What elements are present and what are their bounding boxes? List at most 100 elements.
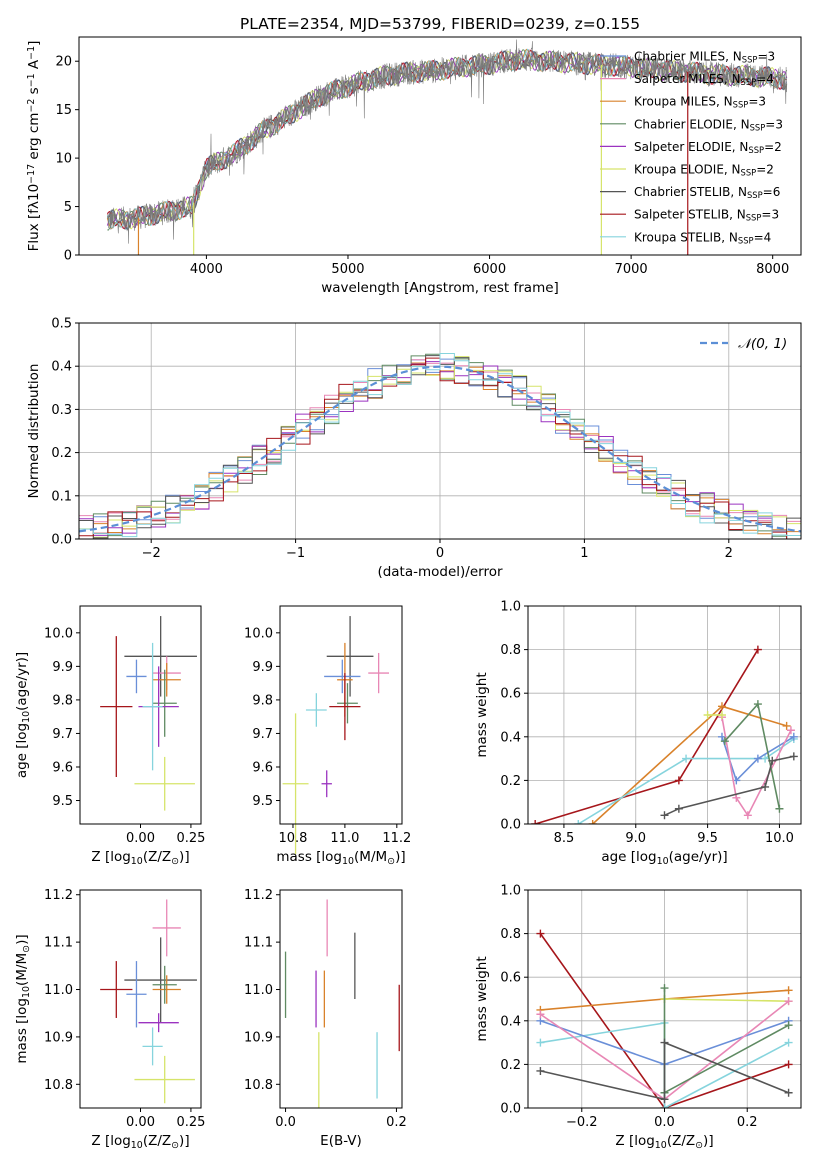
mass-weight-marker [789,732,798,741]
x-tick-label: 11.0 [330,831,359,846]
x-axis-label-part: )] [703,1133,714,1149]
mass-weight-marker [784,997,793,1006]
legend-entry-part: =4 [756,72,774,86]
x-axis-label-part: 10 [342,856,354,867]
legend-entry-part: Salpeter ELODIE, N [634,140,748,154]
residual-histogram [79,353,801,539]
y-axis-label-part: −17 [26,164,37,184]
legend-entry-part: Chabrier MILES, N [634,50,742,64]
y-axis-label-part: (age/yr)] [14,652,30,711]
mass-weight-marker [660,1038,669,1047]
y-tick-label: 11.2 [44,888,73,903]
mass-weight-marker [784,986,793,995]
legend-entry-part: Salpeter MILES, N [634,72,741,86]
panel-spectrum: 4000 5000 6000 7000 8000 0 5 10 15 20 wavelength [… [26,36,802,296]
mass-weight-marker [784,1021,793,1030]
y-tick-label: 0.4 [51,360,72,375]
mass-weight-marker [536,929,545,938]
legend-entry: Kroupa MILES, NSSP=3 [634,95,766,110]
y-tick-label: 0.0 [51,533,72,548]
x-tick-label: 8.5 [554,831,575,846]
x-axis-label-part: age [log [601,849,656,865]
legend-entry-part: =4 [754,230,772,244]
x-tick-label: 0.00 [126,831,155,846]
legend-entry-part: Kroupa STELIB, N [634,230,738,244]
legend-entry-part: =3 [757,50,775,64]
y-axis-label-part: ] [26,41,42,46]
mass-weight-marker [660,1104,669,1108]
mass-weight-marker [753,754,762,763]
mass-weight-marker [784,1060,793,1069]
x-axis-label: E(B-V) [320,1133,362,1149]
x-axis-label-part: ⊙ [695,1140,703,1151]
x-tick-label: 0.2 [386,1115,407,1130]
y-axis-label-part: mass weight [474,672,490,757]
spectrum-legend: Chabrier MILES, N SSP =3 Salpeter MILES, N S… [600,50,783,246]
y-tick-label: 10.9 [244,1030,273,1045]
x-axis-label-part: mass [log [276,849,342,865]
y-axis-label-part: s [26,87,42,98]
plot-area [531,645,798,824]
mass-weight-marker [784,1038,793,1047]
x-tick-label: 10.8 [279,831,308,846]
mass-weight-marker [720,737,729,746]
axes-frame [79,889,202,1109]
y-tick-label: 9.5 [52,794,73,809]
axes-frame [279,605,403,825]
x-axis-label: age [log10(age/yr)] [601,849,727,867]
mass-weight-marker [732,793,741,802]
y-tick-label: 11.1 [44,936,73,951]
y-tick-label: 1.0 [500,884,521,899]
x-tick-label: 0.25 [176,831,205,846]
y-tick-label: 0.2 [500,1058,521,1073]
y-tick-label: 0 [64,249,72,264]
x-tick-label: 0.2 [737,1115,758,1130]
y-tick-label: 9.7 [52,727,73,742]
plot-area [100,616,197,811]
x-axis-label: Z [log10(Z/Z⊙)] [91,1133,189,1151]
legend-entry-part: =2 [764,140,782,154]
legend-entry: Chabrier STELIB, NSSP=6 [634,185,780,200]
legend-entry-part: Chabrier ELODIE, N [634,117,750,131]
x-axis-label-part: ⊙ [171,856,179,867]
legend-entry-part: Salpeter STELIB, N [634,208,746,222]
mass-weight-marker [717,702,726,711]
gaussian-legend-label: 𝒩(0, 1) [738,336,787,352]
y-tick-label: 9.9 [252,660,273,675]
y-axis-label-part: Flux [fλ10 [26,184,42,252]
x-axis-label-part: ⊙ [171,1140,179,1151]
y-tick-label: 11.0 [244,983,273,998]
y-axis-label: Normed distribution [26,364,42,499]
mass-weight-line [577,738,795,824]
y-tick-label: 20 [55,55,72,70]
mass-weight-marker [775,804,784,813]
y-axis-label-part: mass weight [474,956,490,1041]
x-tick-label: 0.00 [126,1115,155,1130]
x-tick-label: 9.5 [697,831,718,846]
mass-weight-marker [531,820,540,824]
y-tick-label: 0.0 [500,818,521,833]
legend-entry-part: SSP [747,190,763,200]
y-tick-label: 9.5 [252,794,273,809]
y-tick-label: 0.8 [500,643,521,658]
y-tick-label: 10.9 [44,1030,73,1045]
y-axis-label-part: age [log [14,723,30,778]
plot-area [536,929,793,1108]
panel-mass-vs-EBV: 0.0 0.2 10.8 10.9 11.0 11.1 11.2 E(B-V) [244,888,407,1149]
figure-title: PLATE=2354, MJD=53799, FIBERID=0239, z=0… [240,15,640,33]
y-tick-label: 0.1 [51,489,72,504]
mass-weight-marker [536,1066,545,1075]
mass-weight-marker [761,754,770,763]
axes-frame [279,889,403,1109]
y-tick-label: 0.5 [51,317,72,332]
mass-weight-marker [761,782,770,791]
panel-mass-weight-vs-age: 8.5 9.0 9.5 10.0 0.0 0.2 0.4 0.6 0.8 1.0 age [log1… [474,600,802,867]
legend-entry: Salpeter ELODIE, NSSP=2 [634,140,782,155]
x-axis-label: mass [log10(M/M⊙)] [276,849,405,867]
x-axis-label: Z [log10(Z/Z⊙)] [615,1133,713,1151]
mass-weight-marker [768,756,777,765]
x-tick-label: 0.25 [176,1115,205,1130]
y-tick-label: 10.0 [244,626,273,641]
x-axis-label-part: (M/M [354,849,387,865]
